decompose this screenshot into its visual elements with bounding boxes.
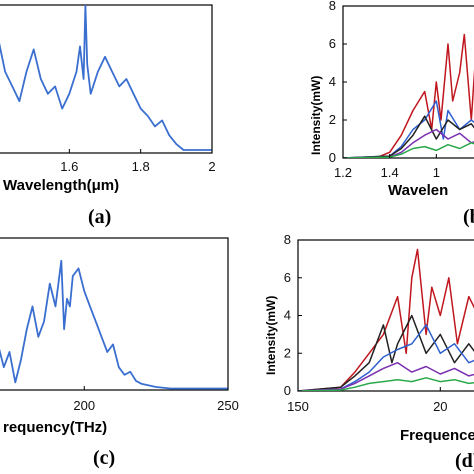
y-tick-label-d-2: 4 — [284, 308, 291, 323]
series-line-d-3 — [298, 361, 474, 391]
series-group-c — [0, 259, 228, 390]
tick-group-b: 1.2 1.4 1 0 2 4 6 8 — [329, 0, 440, 180]
x-tick-label-c-1: 250 — [217, 398, 239, 413]
x-tick-label-b-0: 1.2 — [334, 165, 352, 180]
panel-d: 150 20 0 2 4 6 8 Intensity(mW) Frequence (d) — [264, 232, 474, 472]
panel-label-b: (b) — [463, 206, 474, 228]
y-tick-label-d-3: 6 — [284, 270, 291, 285]
x-tick-label-d-0: 150 — [287, 399, 309, 414]
plot-frame-a — [0, 4, 213, 154]
x-tick-label-d-1: 20 — [433, 399, 447, 414]
y-axis-label-d: Intensity(mW) — [264, 296, 278, 375]
x-axis-label-d: Frequence — [400, 427, 474, 444]
series-line-b-1 — [343, 100, 474, 158]
plot-frame-d — [297, 239, 474, 392]
x-tick-label-a-0: 1.6 — [60, 159, 78, 174]
series-group-d — [298, 248, 474, 391]
y-tick-label-b-2: 4 — [329, 74, 336, 89]
y-tick-label-d-4: 8 — [284, 232, 291, 247]
series-line-b-4 — [343, 142, 474, 158]
series-group-a — [0, 5, 212, 151]
series-line-a-0 — [0, 5, 212, 151]
x-tick-label-b-1: 1.4 — [381, 165, 399, 180]
y-tick-label-b-0: 0 — [329, 150, 336, 165]
series-line-b-2 — [343, 115, 474, 158]
series-line-d-0 — [298, 248, 474, 391]
series-line-d-4 — [298, 377, 474, 391]
panel-a: 1.6 1.8 2 Wavelength(μm) (a) — [0, 4, 216, 228]
series-line-c-0 — [0, 259, 228, 390]
x-tick-label-a-1: 1.8 — [132, 159, 150, 174]
series-group-b — [343, 33, 474, 158]
panel-label-d: (d) — [455, 450, 474, 472]
x-tick-label-b-2: 1 — [433, 165, 440, 180]
series-line-d-1 — [298, 314, 474, 391]
series-line-b-3 — [343, 128, 474, 158]
y-axis-label-b: Intensity(mW) — [309, 76, 323, 155]
tick-group-d: 150 20 0 2 4 6 8 — [284, 232, 448, 414]
x-axis-label-b: Wavelen — [388, 182, 448, 199]
panel-label-a: (a) — [88, 206, 111, 228]
panel-b: 1.2 1.4 1 0 2 4 6 8 Intensity(mW) Wavelen (b) — [309, 0, 474, 228]
x-axis-label-c: requency(THz) — [3, 419, 107, 436]
plot-frame-c — [0, 237, 229, 391]
y-tick-label-b-3: 6 — [329, 36, 336, 51]
x-tick-label-c-0: 200 — [73, 398, 95, 413]
y-tick-label-b-1: 2 — [329, 112, 336, 127]
series-line-b-0 — [343, 33, 474, 158]
x-axis-label-a: Wavelength(μm) — [3, 177, 119, 194]
panel-label-c: (c) — [93, 447, 115, 469]
y-tick-label-d-1: 2 — [284, 345, 291, 360]
panel-c: 200 250 requency(THz) (c) — [0, 237, 239, 469]
x-tick-label-a-2: 2 — [208, 159, 215, 174]
series-line-d-2 — [298, 324, 474, 391]
tick-group-c: 200 250 — [73, 386, 239, 413]
y-tick-label-d-0: 0 — [284, 383, 291, 398]
tick-group-a: 1.6 1.8 2 — [60, 149, 216, 174]
y-tick-label-b-4: 8 — [329, 0, 336, 13]
